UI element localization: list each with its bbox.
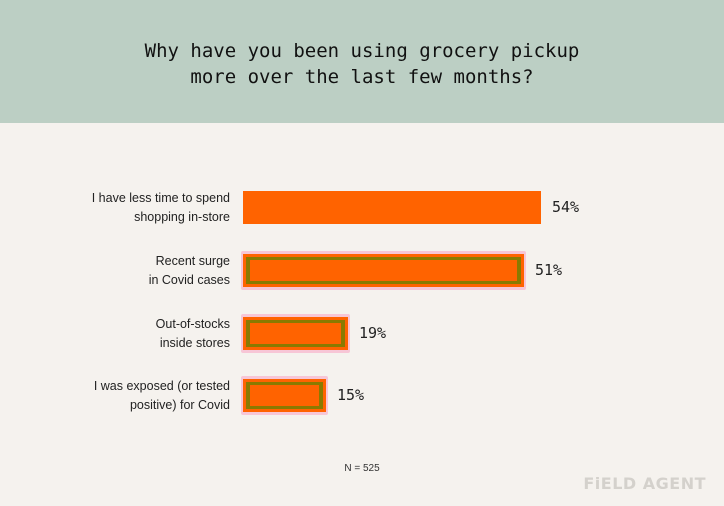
bar — [243, 191, 541, 224]
value-label: 54% — [552, 198, 580, 216]
value-label: 19% — [359, 324, 387, 342]
bar-highlight-inner — [246, 320, 345, 347]
chart-title: Why have you been using grocery pickup m… — [144, 40, 580, 88]
sample-size-note: N = 525 — [344, 463, 380, 474]
bar-chart: I have less time to spend shopping in-st… — [0, 123, 724, 506]
bar-highlight-inner — [246, 382, 323, 409]
bar-fill — [243, 191, 541, 224]
bar — [241, 376, 328, 415]
bar-highlight-inner — [246, 257, 521, 284]
category-label: I have less time to spend shopping in-st… — [91, 191, 230, 224]
bar — [241, 314, 350, 353]
category-label: I was exposed (or tested positive) for C… — [93, 379, 230, 412]
header-band: Why have you been using grocery pickup m… — [0, 0, 724, 123]
bar — [241, 251, 526, 290]
value-label: 51% — [535, 261, 563, 279]
category-label: Out-of-stocks inside stores — [155, 317, 230, 350]
value-label: 15% — [337, 386, 365, 404]
field-agent-logo: FiELD AGENT — [583, 474, 706, 493]
category-label: Recent surge in Covid cases — [148, 254, 230, 287]
